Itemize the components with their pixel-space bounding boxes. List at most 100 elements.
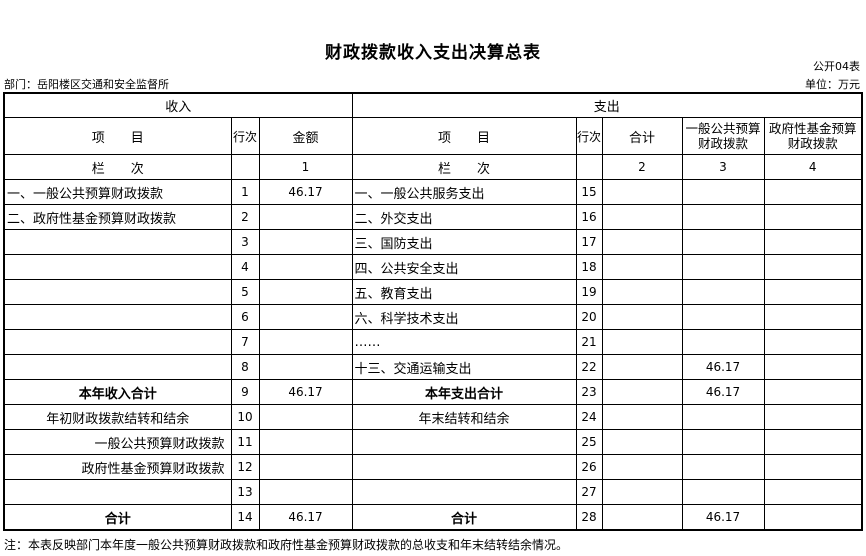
table-row: 一、一般公共预算财政拨款 1 46.17 一、一般公共服务支出 15 <box>3 179 863 205</box>
income-item-cell: 合计 <box>3 504 232 531</box>
income-amount-cell <box>258 229 353 255</box>
expense-general-budget-cell <box>681 304 765 330</box>
header-row-columns: 项 目 行次 金额 项 目 行次 合计 一般公共预算财政拨款 政府性基金预算财政… <box>3 117 863 155</box>
blank-cell <box>230 154 260 180</box>
header-row-sections: 收入 支出 <box>3 92 863 118</box>
table-row: 13 27 <box>3 479 863 505</box>
income-amount-cell <box>258 429 353 455</box>
expense-general-budget-cell <box>681 229 765 255</box>
expense-item-cell: …… <box>351 329 577 355</box>
form-number: 公开04表 <box>813 60 860 73</box>
table-row: 年初财政拨款结转和结余 10 年末结转和结余 24 <box>3 404 863 430</box>
expense-row-no-cell: 21 <box>575 329 603 355</box>
expense-gov-fund-cell <box>763 354 863 380</box>
income-item-cell: 一般公共预算财政拨款 <box>3 429 232 455</box>
table-row: 合计 14 46.17 合计 28 46.17 <box>3 504 863 531</box>
department-label: 部门：岳阳楼区交通和安全监督所 <box>4 78 169 91</box>
expense-item-cell: 年末结转和结余 <box>351 404 577 430</box>
income-amount-cell <box>258 204 353 230</box>
gov-fund-header: 政府性基金预算财政拨款 <box>763 117 863 155</box>
expense-item-cell: 本年支出合计 <box>351 379 577 405</box>
income-row-no-cell: 6 <box>230 304 260 330</box>
expense-gov-fund-cell <box>763 329 863 355</box>
income-amount-cell: 46.17 <box>258 179 353 205</box>
column-number-1: 1 <box>258 154 353 180</box>
expense-total-cell <box>601 429 683 455</box>
income-amount-cell: 46.17 <box>258 504 353 531</box>
income-section-header: 收入 <box>3 92 353 118</box>
expense-gov-fund-cell <box>763 179 863 205</box>
general-budget-header: 一般公共预算财政拨款 <box>681 117 765 155</box>
expense-gov-fund-cell <box>763 404 863 430</box>
income-row-no-cell: 4 <box>230 254 260 280</box>
expense-item-cell: 二、外交支出 <box>351 204 577 230</box>
column-number-3: 3 <box>681 154 765 180</box>
expense-row-no-cell: 20 <box>575 304 603 330</box>
table-row: 6 六、科学技术支出 20 <box>3 304 863 330</box>
expense-total-cell <box>601 504 683 531</box>
table-row: 3 三、国防支出 17 <box>3 229 863 255</box>
expense-row-no-cell: 27 <box>575 479 603 505</box>
income-amount-cell <box>258 254 353 280</box>
income-item-cell: 政府性基金预算财政拨款 <box>3 454 232 480</box>
expense-row-no-cell: 24 <box>575 404 603 430</box>
income-item-cell <box>3 354 232 380</box>
income-row-no-cell: 10 <box>230 404 260 430</box>
column-number-2: 2 <box>601 154 683 180</box>
expense-general-budget-cell <box>681 179 765 205</box>
expense-total-cell <box>601 354 683 380</box>
expense-general-budget-cell: 46.17 <box>681 379 765 405</box>
expense-total-cell <box>601 204 683 230</box>
expense-item-cell: 三、国防支出 <box>351 229 577 255</box>
income-row-no-cell: 8 <box>230 354 260 380</box>
expense-row-no-cell: 26 <box>575 454 603 480</box>
income-amount-cell <box>258 279 353 305</box>
income-amount-cell <box>258 304 353 330</box>
expense-gov-fund-cell <box>763 229 863 255</box>
table-row: 8 十三、交通运输支出 22 46.17 <box>3 354 863 380</box>
unit-label: 单位：万元 <box>805 78 860 91</box>
income-row-no-header: 行次 <box>230 117 260 155</box>
table-row: 5 五、教育支出 19 <box>3 279 863 305</box>
expense-row-no-cell: 17 <box>575 229 603 255</box>
expense-total-cell <box>601 454 683 480</box>
page-title: 财政拨款收入支出决算总表 <box>325 43 541 63</box>
income-amount-header: 金额 <box>258 117 353 155</box>
expense-general-budget-cell <box>681 404 765 430</box>
expense-item-cell <box>351 454 577 480</box>
expense-gov-fund-cell <box>763 379 863 405</box>
expense-total-cell <box>601 279 683 305</box>
expense-gov-fund-cell <box>763 254 863 280</box>
income-item-cell <box>3 479 232 505</box>
income-amount-cell <box>258 479 353 505</box>
income-item-cell <box>3 304 232 330</box>
expense-general-budget-cell <box>681 479 765 505</box>
expense-row-no-cell: 16 <box>575 204 603 230</box>
table-row: 4 四、公共安全支出 18 <box>3 254 863 280</box>
expense-row-no-cell: 25 <box>575 429 603 455</box>
table-row: 二、政府性基金预算财政拨款 2 二、外交支出 16 <box>3 204 863 230</box>
column-number-4: 4 <box>763 154 863 180</box>
expense-general-budget-cell <box>681 329 765 355</box>
table-row: 政府性基金预算财政拨款 12 26 <box>3 454 863 480</box>
income-row-no-cell: 5 <box>230 279 260 305</box>
expense-gov-fund-cell <box>763 304 863 330</box>
income-item-cell <box>3 254 232 280</box>
expense-row-no-cell: 22 <box>575 354 603 380</box>
table-row: 7 …… 21 <box>3 329 863 355</box>
expense-total-cell <box>601 329 683 355</box>
income-amount-cell <box>258 329 353 355</box>
expense-total-cell <box>601 304 683 330</box>
income-amount-cell: 46.17 <box>258 379 353 405</box>
expense-column-label: 栏 次 <box>351 154 577 180</box>
expense-row-no-cell: 19 <box>575 279 603 305</box>
table-row: 一般公共预算财政拨款 11 25 <box>3 429 863 455</box>
expense-row-no-cell: 18 <box>575 254 603 280</box>
expense-gov-fund-cell <box>763 279 863 305</box>
expense-total-cell <box>601 479 683 505</box>
income-item-cell: 一、一般公共预算财政拨款 <box>3 179 232 205</box>
expense-total-cell <box>601 379 683 405</box>
expense-item-cell: 六、科学技术支出 <box>351 304 577 330</box>
expense-gov-fund-cell <box>763 504 863 531</box>
table-row: 本年收入合计 9 46.17 本年支出合计 23 46.17 <box>3 379 863 405</box>
